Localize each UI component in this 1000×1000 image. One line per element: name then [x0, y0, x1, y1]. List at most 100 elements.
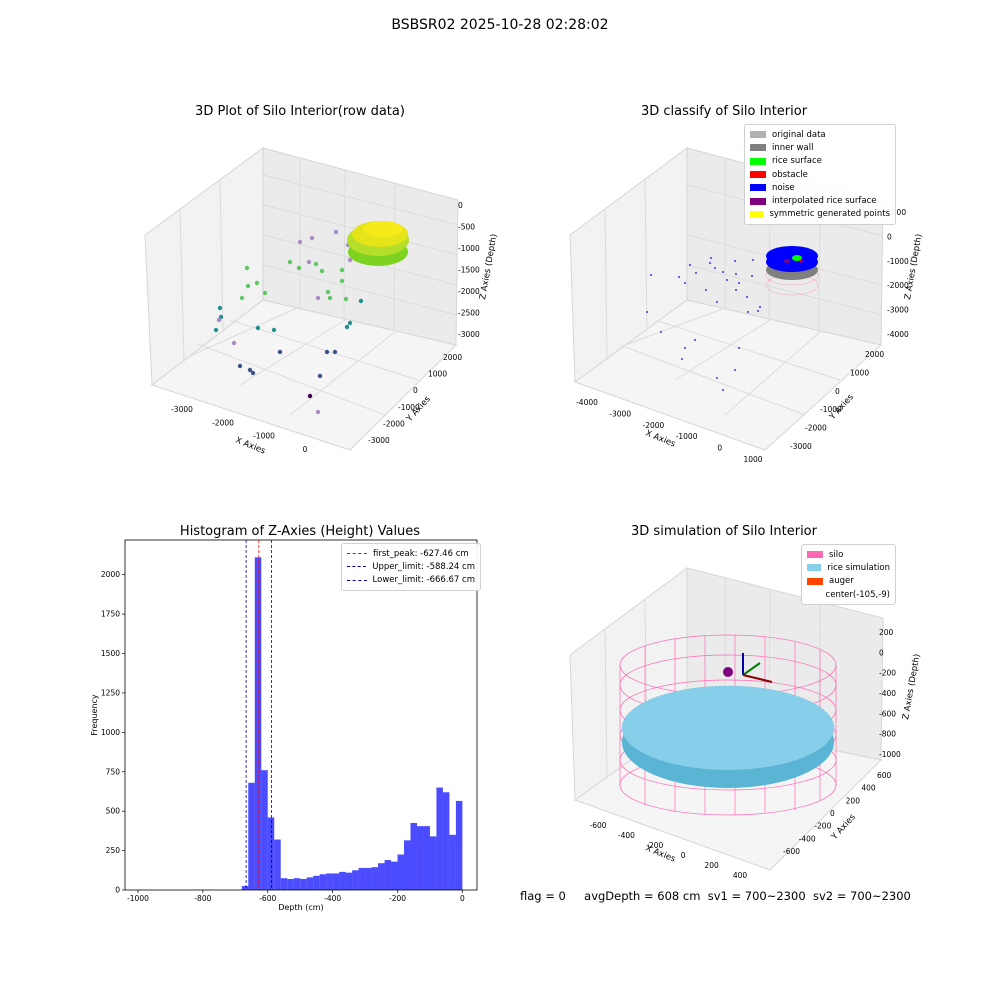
- simulation-y-tick: -400: [799, 834, 816, 843]
- raw-y-tick: -3000: [368, 436, 390, 445]
- noise-point: [695, 272, 697, 274]
- raw-point: [339, 278, 345, 284]
- classify-y-tick: -1000: [820, 405, 842, 414]
- raw-point: [213, 327, 219, 333]
- histogram-x-label: Depth (cm): [278, 903, 323, 912]
- classify-x-tick: -4000: [576, 398, 598, 407]
- legend-swatch: [347, 553, 367, 555]
- legend-swatch: [807, 591, 820, 598]
- simulation-rice-surface: [621, 685, 835, 788]
- raw-z-tick: -500: [458, 223, 475, 232]
- noise-point: [714, 267, 716, 269]
- simulation-y-tick: 200: [846, 796, 861, 805]
- simulation-z-tick-labels: 200 0 -200 -400 -600 -800 -1000: [879, 628, 901, 759]
- legend-item: rice simulation: [807, 561, 890, 574]
- histogram-bar: [339, 871, 346, 890]
- noise-point: [678, 276, 680, 278]
- legend-item: first_peak: -627.46 cm: [347, 547, 475, 560]
- simulation-y-tick: -600: [783, 847, 800, 856]
- simulation-x-tick-labels: -600 -400 -200 0 200 400: [589, 821, 747, 880]
- legend-label: noise: [772, 182, 795, 193]
- histogram-bar: [274, 839, 281, 890]
- classify-z-tick: -4000: [887, 330, 909, 339]
- raw-point: [343, 296, 349, 302]
- histogram-bar: [352, 870, 359, 890]
- raw-point: [277, 349, 283, 355]
- histogram-title: Histogram of Z-Axies (Height) Values: [179, 524, 421, 539]
- histogram-bar: [436, 787, 443, 890]
- classify-legend: original data inner wall rice surface obsta…: [744, 124, 896, 226]
- histogram-bar: [280, 878, 288, 890]
- simulation-z-tick: 0: [879, 648, 884, 657]
- raw-point: [245, 283, 251, 289]
- simulation-z-tick: -200: [879, 669, 896, 678]
- histogram-bar: [449, 834, 456, 890]
- y-tick-label: 1750: [101, 610, 120, 619]
- histogram-threshold-lines: [245, 540, 272, 890]
- legend-label: rice simulation: [827, 562, 890, 573]
- noise-point: [735, 289, 737, 291]
- raw-point: [250, 370, 256, 376]
- status-footer: flag = 0 avgDepth = 608 cm sv1 = 700~230…: [520, 889, 911, 903]
- noise-point: [746, 296, 748, 298]
- figure-title: BSBSR02 2025-10-28 02:28:02: [391, 17, 609, 33]
- histogram-bar: [358, 867, 366, 890]
- noise-point: [716, 377, 718, 379]
- classify-x-tick: -1000: [676, 432, 698, 441]
- noise-point: [734, 369, 736, 371]
- histogram-bar: [319, 874, 327, 890]
- legend-swatch: [807, 551, 823, 559]
- legend-item: symmetric generated points: [750, 208, 890, 221]
- raw-y-tick-labels: -3000 -2000 -1000 0 1000 2000: [368, 353, 462, 445]
- raw-point: [309, 235, 315, 241]
- noise-point: [747, 311, 749, 313]
- raw-point: [313, 261, 319, 267]
- legend-item: interpolated rice surface: [750, 194, 890, 207]
- x-tick-label: -800: [194, 894, 211, 903]
- histogram-bar: [241, 886, 249, 890]
- simulation-x-tick: 0: [681, 851, 686, 860]
- raw-point: [297, 239, 303, 245]
- raw-y-tick: 2000: [443, 353, 462, 362]
- raw-point: [324, 349, 330, 355]
- simulation-y-tick: 400: [861, 784, 876, 793]
- raw-point: [347, 257, 353, 263]
- legend-swatch: [347, 579, 367, 581]
- raw-floor-pane: [150, 299, 457, 451]
- simulation-x-tick: 400: [733, 871, 748, 880]
- noise-point: [734, 260, 736, 262]
- legend-label: first_peak: -627.46 cm: [373, 548, 469, 559]
- raw-y-tick: -2000: [383, 419, 405, 428]
- legend-item: center(-105,-9): [807, 588, 890, 601]
- legend-item: obstacle: [750, 168, 890, 181]
- raw-point: [333, 229, 339, 235]
- simulation-z-tick: -1000: [879, 750, 901, 759]
- raw-point: [358, 298, 364, 304]
- legend-label: original data: [772, 129, 826, 140]
- noise-point: [738, 347, 740, 349]
- histogram-bar: [455, 800, 463, 890]
- classify-y-tick: 2000: [865, 350, 884, 359]
- histogram-bar: [416, 826, 424, 890]
- raw-point: [317, 373, 323, 379]
- legend-item: auger: [807, 575, 890, 588]
- classify-x-tick: 0: [717, 444, 722, 453]
- x-tick-label: 0: [460, 894, 465, 903]
- y-tick-label: 1000: [101, 728, 120, 737]
- depth-histogram: -1000 -800 -600 -400 -200 0 0 250 500 750 1000 125…: [90, 539, 478, 912]
- legend-item: noise: [750, 181, 890, 194]
- raw-point: [339, 267, 345, 273]
- simulation-z-label: Z Axies (Depth): [901, 653, 922, 720]
- noise-point: [752, 259, 754, 261]
- legend-swatch: [750, 171, 766, 179]
- simulation-x-tick: -400: [618, 831, 635, 840]
- simulation-x-tick: -200: [646, 841, 663, 850]
- histogram-bar: [397, 854, 405, 890]
- legend-swatch: [750, 210, 764, 218]
- classify-x-tick: -3000: [609, 409, 631, 418]
- x-tick-label: -400: [324, 894, 341, 903]
- y-tick-label: 750: [106, 767, 121, 776]
- legend-swatch: [347, 566, 367, 568]
- classify-y-tick: 1000: [850, 368, 869, 377]
